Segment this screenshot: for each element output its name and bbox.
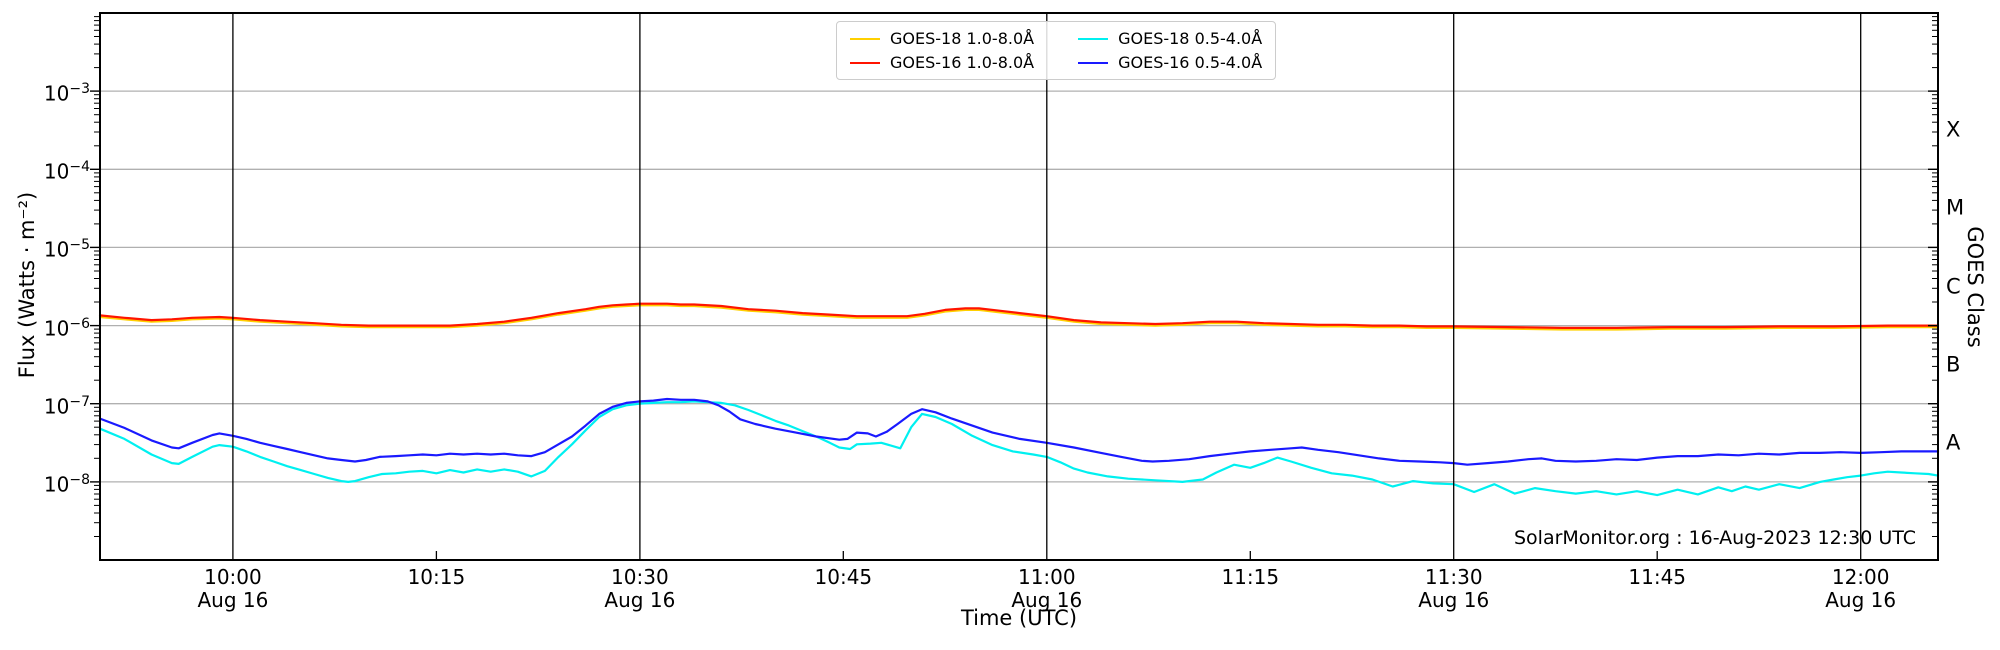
legend-swatch-goes18-long: [850, 37, 880, 40]
x-tick-label: 10:00: [204, 565, 262, 589]
series-goes18-short: [98, 400, 1940, 497]
x-tick-date-label: Aug 16: [1418, 588, 1490, 612]
x-tick-date-label: Aug 16: [1011, 588, 1083, 612]
right-axis-label: GOES Class: [1963, 226, 1987, 348]
legend-item-goes18-long: GOES-18 1.0-8.0Å: [850, 29, 1034, 48]
x-tick-date-label: Aug 16: [604, 588, 676, 612]
y-tick-label: 10−4: [43, 159, 90, 184]
legend: GOES-18 1.0-8.0Å GOES-16 1.0-8.0Å GOES-18 …: [836, 21, 1277, 80]
x-tick-label: 10:15: [407, 565, 466, 589]
legend-swatch-goes16-short: [1078, 61, 1109, 64]
watermark-text: SolarMonitor.org : 16-Aug-2023 12:30 UTC: [1513, 527, 1916, 549]
y-tick-label: 10−3: [43, 81, 90, 106]
legend-swatch-goes16-long: [850, 61, 880, 64]
series-goes18-long: [98, 304, 1940, 331]
plot-canvas: [90, 12, 1940, 561]
x-tick-label: 11:00: [1017, 565, 1076, 589]
goes-class-c: C: [1946, 274, 1961, 299]
y-tick-label: 10−5: [43, 237, 90, 263]
plot-area: [90, 12, 1940, 561]
x-tick-label: 11:30: [1424, 565, 1483, 589]
series-goes16-short: [98, 397, 1940, 466]
y-axis-label: Flux (Watts · m⁻²): [15, 191, 39, 379]
x-tick-label: 12:00: [1831, 565, 1890, 589]
x-tick-label: 10:30: [611, 565, 669, 589]
y-tick-label: 10−6: [43, 315, 90, 341]
legend-label-goes18-long: GOES-18 1.0-8.0Å: [890, 29, 1035, 48]
legend-item-goes18-short: GOES-18 0.5-4.0Å: [1078, 29, 1262, 48]
legend-item-goes16-long: GOES-16 1.0-8.0Å: [850, 53, 1034, 72]
legend-item-goes16-short: GOES-16 0.5-4.0Å: [1078, 53, 1262, 72]
goes-class-x: X: [1946, 117, 1961, 142]
series-goes16-long: [98, 302, 1940, 329]
x-tick-date-label: Aug 16: [1825, 588, 1897, 612]
x-tick-date-label: Aug 16: [197, 588, 269, 612]
x-tick-label: 10:45: [814, 565, 873, 589]
y-tick-label: 10−8: [43, 471, 90, 497]
legend-label-goes16-long: GOES-16 1.0-8.0Å: [890, 53, 1035, 72]
x-axis-label: Time (UTC): [960, 606, 1078, 630]
legend-label-goes18-short: GOES-18 0.5-4.0Å: [1118, 29, 1263, 48]
goes-class-b: B: [1946, 352, 1961, 377]
y-tick-label: 10−7: [43, 393, 90, 419]
x-tick-label: 11:45: [1628, 565, 1687, 589]
x-tick-label: 11:15: [1221, 565, 1280, 589]
plot-border: [99, 12, 1939, 561]
legend-label-goes16-short: GOES-16 0.5-4.0Å: [1118, 53, 1263, 72]
goes-class-m: M: [1946, 195, 1965, 220]
goes-class-a: A: [1946, 430, 1961, 455]
legend-swatch-goes18-short: [1078, 37, 1109, 40]
